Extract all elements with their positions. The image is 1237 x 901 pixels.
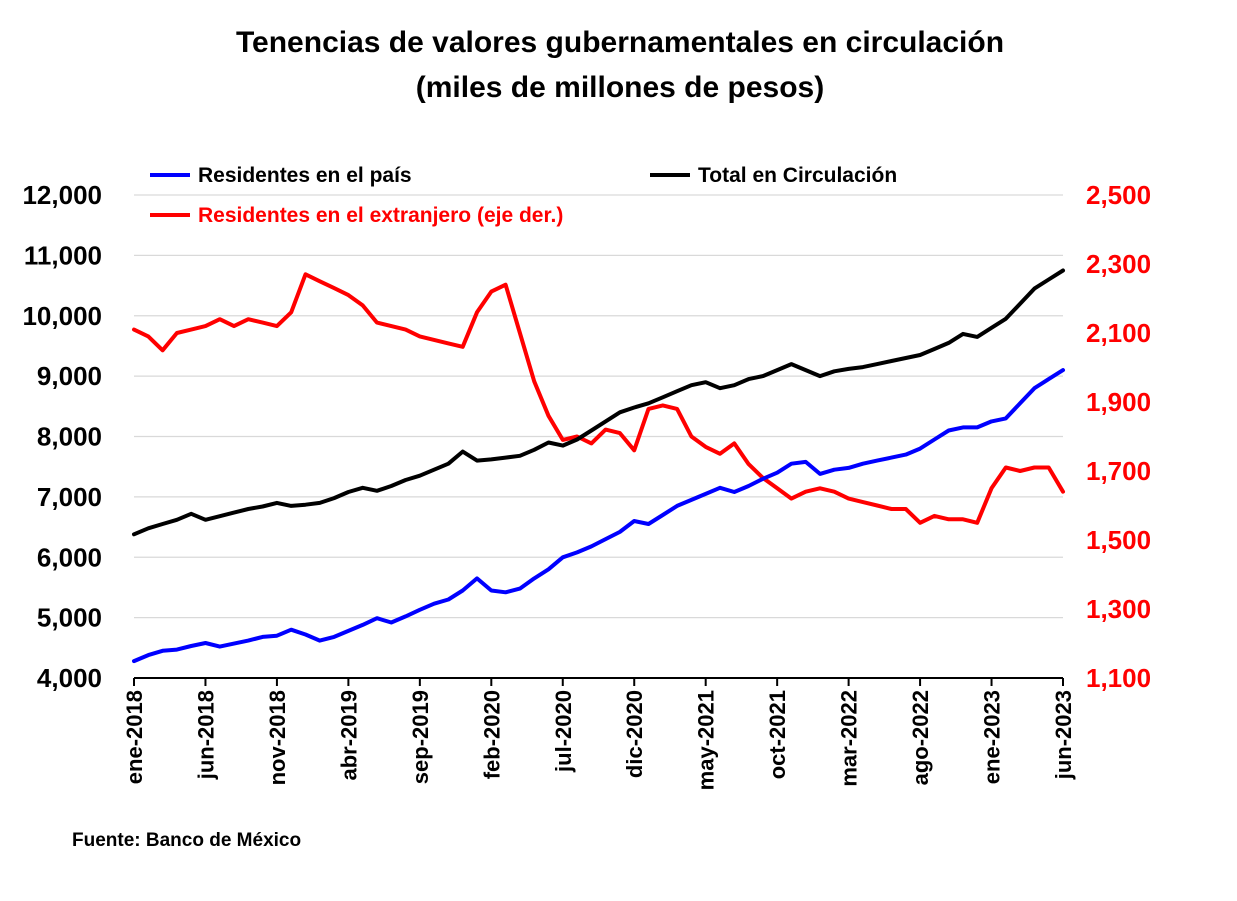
- x-tick-label: ene-2018: [122, 690, 147, 784]
- x-tick-label: dic-2020: [622, 690, 647, 778]
- y-right-tick-label: 1,100: [1086, 663, 1151, 693]
- y-left-tick-label: 10,000: [22, 301, 102, 331]
- series-line-2: [132, 272, 1065, 525]
- legend-label-residentes-pais: Residentes en el país: [198, 164, 412, 187]
- y-left-tick-label: 5,000: [37, 603, 102, 633]
- x-tick-label: oct-2021: [765, 690, 790, 779]
- x-tick-label: abr-2019: [336, 690, 361, 781]
- x-tick-label: ene-2023: [980, 690, 1005, 784]
- y-axis-right: 1,100 1,300 1,500 1,700 1,900 2,100 2,300 2,500: [1086, 180, 1151, 693]
- y-right-tick-label: 2,100: [1086, 318, 1151, 348]
- y-right-tick-label: 1,900: [1086, 387, 1151, 417]
- y-axis-left: 4,000 5,000 6,000 7,000 8,000 9,000 10,000 11,0…: [22, 180, 102, 693]
- legend-label-extranjero: Residentes en el extranjero (eje der.): [198, 204, 563, 227]
- y-right-tick-label: 1,500: [1086, 525, 1151, 555]
- y-right-tick-label: 2,300: [1086, 249, 1151, 279]
- chart-subtitle: (miles de millones de pesos): [416, 71, 824, 104]
- x-tick-label: ago-2022: [908, 690, 933, 785]
- legend: Residentes en el país Total en Circulaci…: [150, 164, 897, 227]
- source-note: Fuente: Banco de México: [72, 830, 301, 851]
- x-tick-label: feb-2020: [479, 690, 504, 779]
- chart-title: Tenencias de valores gubernamentales en …: [236, 26, 1004, 59]
- x-tick-label: nov-2018: [265, 690, 290, 785]
- x-tick-label: mar-2022: [837, 690, 862, 787]
- x-tick-label: jul-2020: [551, 690, 576, 773]
- series-line-0: [132, 368, 1065, 664]
- x-tick-label: sep-2019: [408, 690, 433, 784]
- y-right-tick-label: 1,700: [1086, 456, 1151, 486]
- gridlines: [134, 194, 1063, 619]
- y-left-tick-label: 11,000: [24, 240, 102, 270]
- y-left-tick-label: 4,000: [37, 663, 102, 693]
- y-right-tick-label: 1,300: [1086, 594, 1151, 624]
- x-tick-label: jun-2023: [1051, 690, 1076, 780]
- y-left-tick-label: 9,000: [37, 361, 102, 391]
- y-left-tick-label: 7,000: [37, 482, 102, 512]
- x-axis: ene-2018 jun-2018 nov-2018 abr-2019 sep-2019…: [122, 677, 1076, 790]
- x-tick-label: may-2021: [694, 690, 719, 790]
- x-tick-label: jun-2018: [193, 690, 218, 780]
- series-line-1: [132, 268, 1065, 537]
- y-left-tick-label: 12,000: [22, 180, 102, 210]
- legend-label-total: Total en Circulación: [698, 164, 897, 187]
- series-lines: [132, 268, 1065, 664]
- y-left-tick-label: 8,000: [37, 422, 102, 452]
- y-right-tick-label: 2,500: [1086, 180, 1151, 210]
- y-left-tick-label: 6,000: [37, 542, 102, 572]
